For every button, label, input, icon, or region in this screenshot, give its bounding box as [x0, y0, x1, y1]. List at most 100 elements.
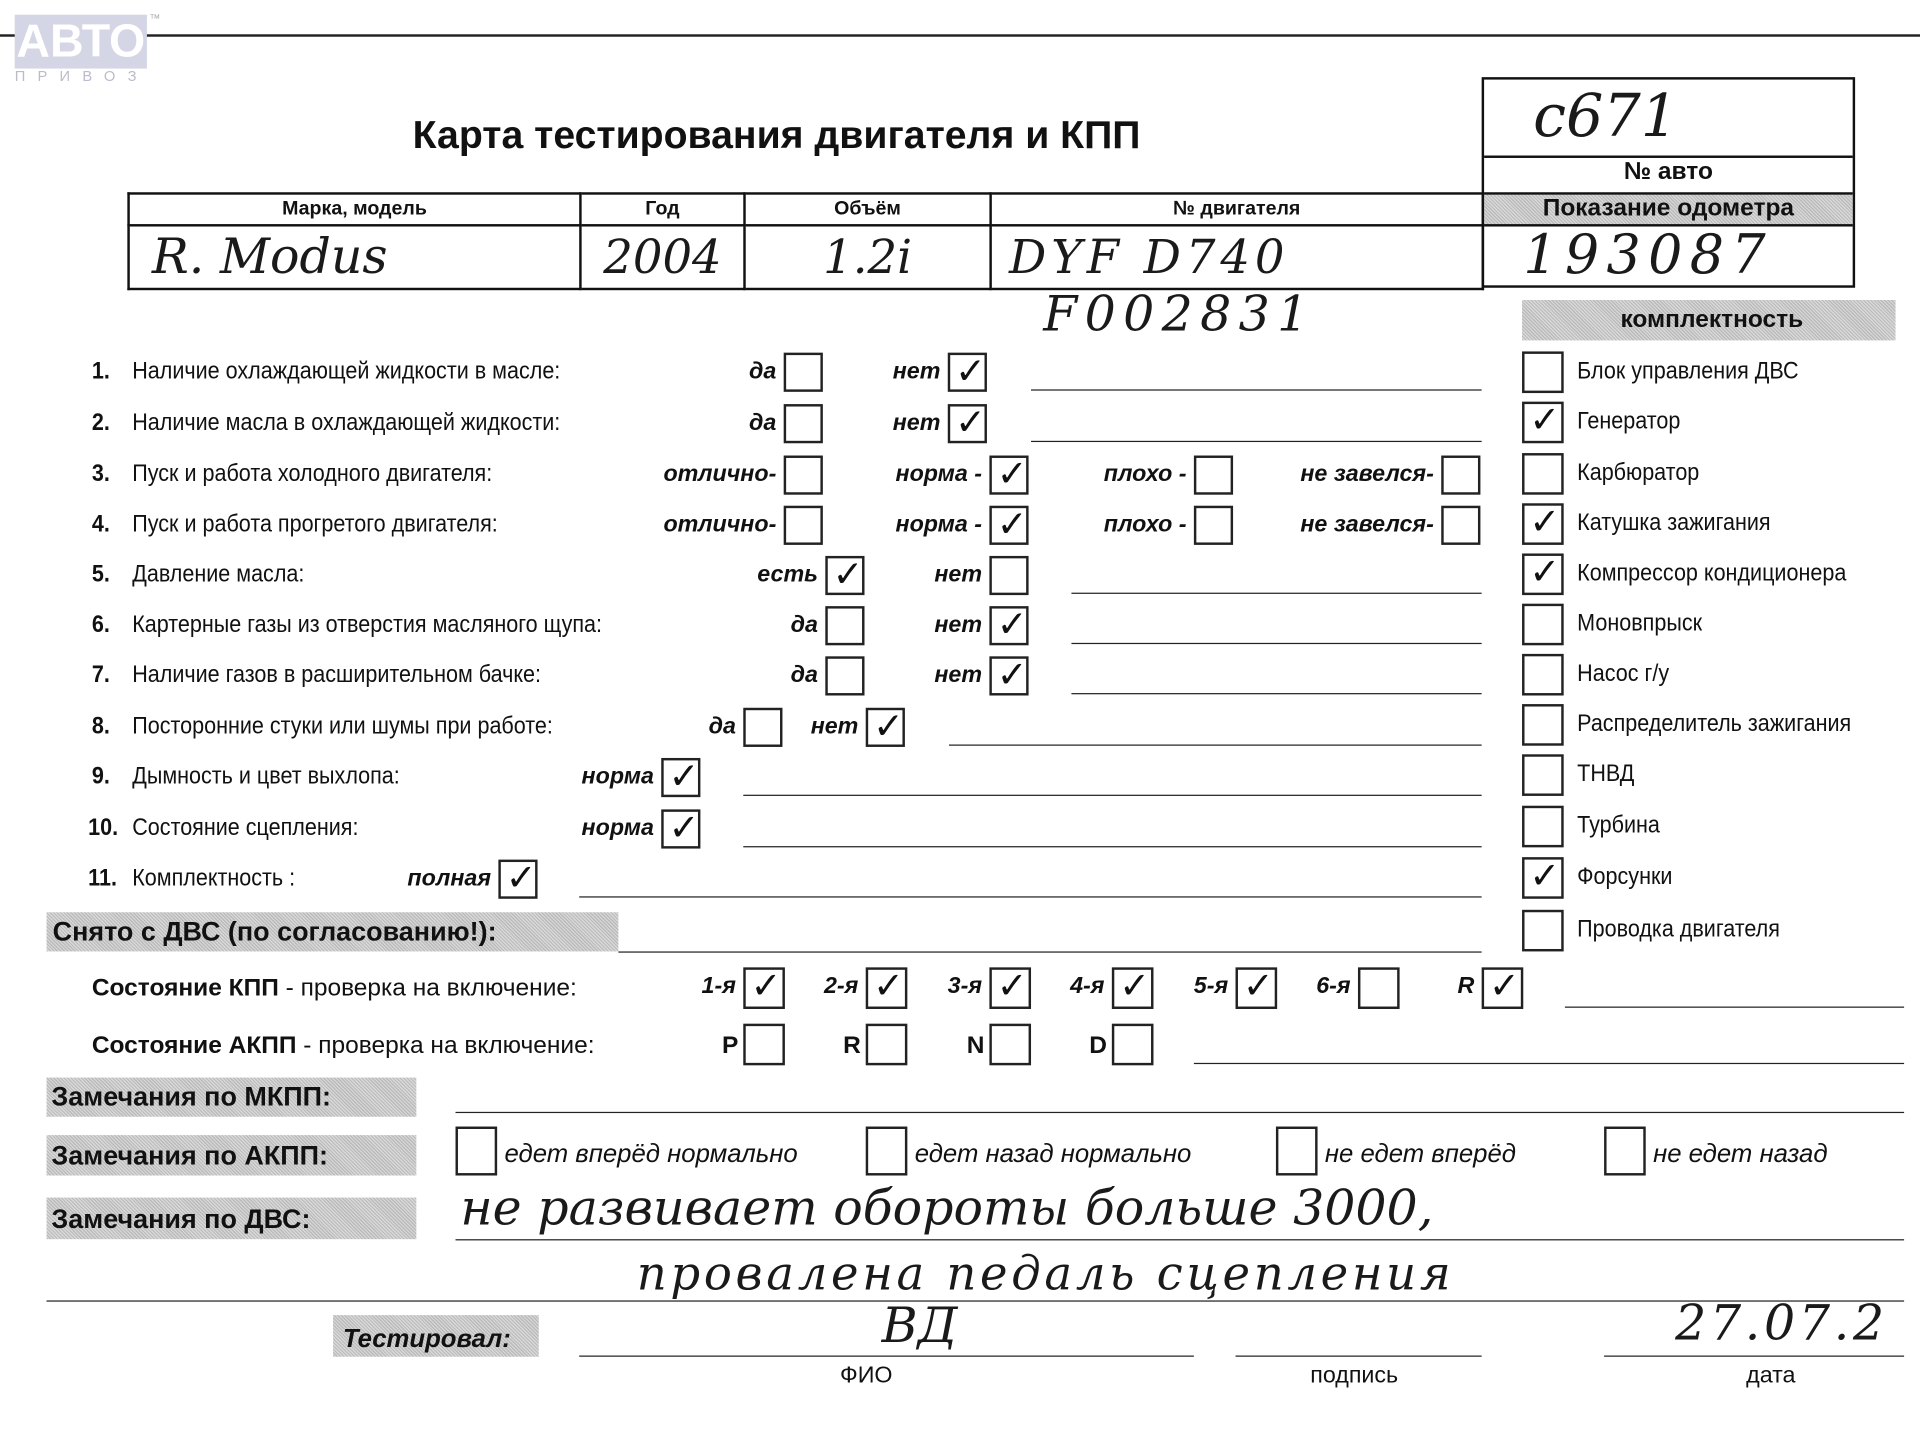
option-checkbox[interactable] — [661, 807, 701, 850]
question-text: Наличие газов в расширительном бачке: — [132, 661, 542, 689]
completeness-checkbox[interactable] — [1522, 351, 1564, 394]
option-label: есть — [757, 562, 818, 588]
option-checkbox[interactable] — [783, 404, 823, 444]
volume-value: 1.2i — [743, 224, 992, 291]
logo-sub: ПРИВОЗ — [14, 67, 149, 85]
auto-mode-checkbox[interactable] — [743, 1023, 785, 1066]
option-checkbox[interactable] — [783, 505, 823, 545]
answer-line — [948, 744, 1482, 746]
option-checkbox[interactable] — [825, 606, 865, 646]
option-checkbox[interactable] — [498, 857, 538, 900]
option-checkbox[interactable] — [989, 503, 1029, 546]
option-checkbox[interactable] — [865, 705, 905, 748]
option-label: отлично- — [663, 511, 777, 538]
akpp-option-label: не едет назад — [1653, 1140, 1828, 1169]
gear-label: R — [1457, 973, 1475, 1000]
auto-mode-checkbox[interactable] — [1111, 1023, 1154, 1066]
gear-checkbox[interactable] — [1481, 965, 1524, 1009]
akpp-option-label: едет вперёд нормально — [504, 1140, 798, 1169]
akpp-option-checkbox[interactable] — [1275, 1126, 1318, 1176]
option-checkbox[interactable] — [661, 756, 701, 798]
option-label: плохо - — [1103, 461, 1187, 488]
question-number: 5. — [91, 560, 110, 588]
completeness-checkbox[interactable] — [1522, 754, 1564, 796]
akpp-option-checkbox[interactable] — [865, 1126, 908, 1176]
completeness-item-label: Проводка двигателя — [1577, 915, 1780, 943]
option-checkbox[interactable] — [989, 604, 1029, 647]
completeness-item-label: Форсунки — [1577, 863, 1673, 891]
option-checkbox[interactable] — [1193, 455, 1234, 495]
completeness-checkbox[interactable] — [1522, 909, 1564, 952]
test-date: 27.07.2 — [1675, 1295, 1888, 1352]
option-checkbox[interactable] — [1441, 505, 1481, 545]
option-label: нет — [892, 358, 941, 385]
option-checkbox[interactable] — [783, 455, 823, 495]
gear-label: 4-я — [1070, 973, 1105, 1000]
gear-checkbox[interactable] — [1357, 967, 1400, 1009]
gear-checkbox[interactable] — [865, 965, 908, 1009]
completeness-checkbox[interactable] — [1522, 805, 1564, 848]
question-text: Пуск и работа холодного двигателя: — [132, 460, 493, 488]
akpp-option-checkbox[interactable] — [1604, 1126, 1646, 1176]
engine-no-value: DYF D740 — [989, 224, 1485, 291]
auto-mode-label: P — [722, 1032, 739, 1060]
completeness-checkbox[interactable] — [1522, 453, 1564, 495]
engine-no-extra: F002831 — [1043, 286, 1316, 343]
odometer-label: Показание одометра — [1542, 194, 1795, 222]
akpp-option-checkbox[interactable] — [455, 1126, 498, 1176]
gear-checkbox[interactable] — [1235, 965, 1278, 1009]
question-number: 7. — [91, 661, 110, 689]
manual-gearbox-label: Состояние КПП - проверка на включение: — [91, 974, 577, 1002]
completeness-checkbox[interactable] — [1522, 704, 1564, 746]
option-checkbox[interactable] — [783, 352, 823, 392]
question-number: 10. — [88, 814, 119, 842]
option-label: норма — [581, 764, 654, 790]
auto-gearbox-label: Состояние АКПП - проверка на включение: — [91, 1032, 595, 1060]
remarks-akpp-label: Замечания по АКПП: — [51, 1140, 328, 1171]
completeness-checkbox[interactable] — [1522, 551, 1564, 596]
option-checkbox[interactable] — [989, 654, 1029, 697]
question-text: Наличие масла в охлаждающей жидкости: — [132, 408, 561, 436]
option-checkbox[interactable] — [947, 350, 987, 393]
completeness-checkbox[interactable] — [1522, 653, 1564, 696]
gear-label: 6-я — [1316, 973, 1351, 1000]
auto-mode-checkbox[interactable] — [865, 1023, 908, 1066]
gear-checkbox[interactable] — [989, 965, 1032, 1009]
option-checkbox[interactable] — [947, 402, 987, 444]
option-checkbox[interactable] — [825, 553, 865, 596]
question-number: 2. — [91, 408, 110, 436]
removed-label: Снято с ДВС (по согласованию!): — [52, 915, 497, 947]
question-number: 11. — [88, 864, 117, 892]
option-checkbox[interactable] — [989, 555, 1029, 596]
option-checkbox[interactable] — [743, 707, 783, 747]
option-label: норма — [581, 815, 654, 842]
option-checkbox[interactable] — [1441, 455, 1481, 495]
option-label: да — [790, 662, 818, 689]
option-checkbox[interactable] — [1193, 505, 1234, 545]
remarks-dvs-text-1: не развивает обороты больше 3000, — [460, 1180, 1434, 1237]
model-value: R. Modus — [127, 224, 582, 291]
completeness-item-label: Насос г/у — [1577, 660, 1670, 687]
completeness-checkbox[interactable] — [1522, 501, 1564, 545]
option-checkbox[interactable] — [825, 656, 865, 696]
option-label: не завелся- — [1300, 461, 1434, 488]
option-checkbox[interactable] — [989, 453, 1029, 496]
option-label: норма - — [895, 461, 983, 488]
auto-mode-checkbox[interactable] — [989, 1023, 1032, 1066]
option-label: да — [749, 358, 777, 385]
completeness-checkbox[interactable] — [1522, 603, 1564, 646]
completeness-checkbox[interactable] — [1522, 399, 1564, 444]
option-label: норма - — [895, 511, 983, 538]
completeness-title: комплектность — [1620, 306, 1804, 334]
completeness-item-label: Карбюратор — [1577, 459, 1700, 487]
car-number-label: № авто — [1623, 157, 1713, 185]
auto-mode-label: D — [1089, 1032, 1107, 1060]
gear-checkbox[interactable] — [1111, 965, 1154, 1009]
completeness-checkbox[interactable] — [1522, 855, 1564, 899]
question-number: 8. — [91, 712, 110, 740]
gear-checkbox[interactable] — [743, 965, 785, 1009]
top-rule — [0, 34, 1920, 37]
signature-caption: подпись — [1310, 1362, 1399, 1389]
option-label: отлично- — [663, 461, 777, 488]
